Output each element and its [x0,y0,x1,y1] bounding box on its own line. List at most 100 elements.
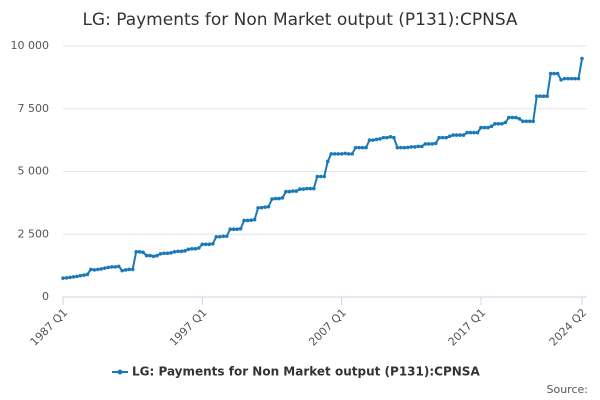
y-tick-label: 10 000 [11,39,50,52]
data-point [562,76,567,81]
data-point [486,125,490,130]
data-point [311,186,316,191]
data-point [204,242,208,247]
data-point [141,250,145,255]
data-point [479,125,483,130]
data-point [116,264,121,269]
data-point [75,274,79,279]
data-point [569,76,574,81]
data-point [458,133,462,137]
data-point [96,267,100,272]
data-point [284,189,288,194]
data-point [468,130,473,135]
data-point [127,267,131,272]
data-point [322,174,327,179]
data-point [270,197,274,201]
data-point [224,234,229,239]
data-point [287,189,292,194]
data-point [144,253,149,258]
data-point [545,94,549,98]
data-point [245,218,250,223]
data-point [514,115,518,120]
data-point [102,266,107,270]
data-point [444,135,448,140]
data-point [343,151,347,156]
data-point [155,253,159,258]
data-point [517,116,522,121]
data-point [461,133,466,137]
data-point [576,76,581,81]
y-tick-label: 0 [42,290,49,303]
data-point [165,251,170,256]
data-point [510,115,515,120]
data-point [454,133,459,137]
data-point [137,250,142,254]
data-point [507,115,511,120]
data-point [221,234,226,239]
data-point [151,254,156,259]
data-point [158,252,163,256]
data-point [413,145,417,149]
data-point [134,250,138,254]
data-point [217,234,222,239]
data-point [416,144,421,149]
data-point [552,71,556,76]
data-point [364,145,368,150]
data-point [409,145,414,149]
data-point [392,135,396,140]
data-point [256,206,260,210]
data-point [447,134,452,139]
data-point [325,159,330,164]
data-point [423,142,428,146]
data-line [62,58,583,280]
data-point [176,249,180,254]
data-point [249,218,253,222]
data-point [228,227,232,232]
x-tick-label: 2007 Q1 [306,306,349,349]
data-point [559,78,563,82]
data-point [89,267,93,272]
data-point [357,145,361,150]
data-point [339,152,344,156]
data-point [555,71,560,76]
data-point [350,152,354,156]
data-point [440,135,445,140]
data-point [231,227,236,232]
data-point [169,251,173,255]
data-point [388,135,393,139]
data-point [524,119,529,124]
data-point [482,125,487,130]
data-point [573,76,577,81]
data-point [346,152,351,156]
data-point [207,242,212,247]
legend-marker [117,369,123,375]
data-point [371,138,375,142]
data-point [493,122,497,126]
data-point [548,71,553,76]
data-point [113,265,118,269]
data-point [130,267,135,272]
data-point [85,272,90,277]
data-point [430,142,435,146]
data-point [489,124,494,129]
data-point [503,120,508,125]
data-point [353,145,358,150]
data-point [527,119,532,124]
data-point [534,94,539,98]
y-tick-label: 2 500 [18,227,50,240]
data-point [120,268,125,273]
data-point [419,144,424,149]
data-point [500,122,504,126]
x-tick-label: 2017 Q1 [446,306,489,349]
y-tick-label: 7 500 [18,102,50,115]
data-point [61,276,65,280]
data-point [242,218,246,223]
data-point [186,247,191,252]
data-point [109,265,114,269]
data-point [378,137,382,141]
data-point [183,249,187,253]
data-point [381,135,386,140]
data-point [395,145,400,150]
data-point [367,138,372,142]
